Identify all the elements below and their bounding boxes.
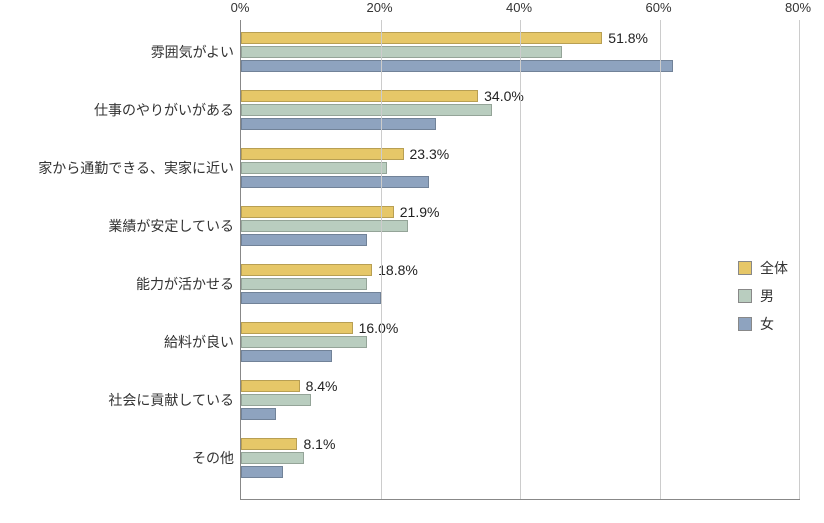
bar-male bbox=[241, 220, 408, 232]
bar-female bbox=[241, 466, 283, 478]
category-label: その他 bbox=[192, 448, 234, 468]
bar-all bbox=[241, 206, 394, 218]
category-label: 家から通勤できる、実家に近い bbox=[38, 158, 234, 178]
data-label: 51.8% bbox=[608, 30, 648, 46]
bar-all bbox=[241, 90, 478, 102]
category-label: 業績が安定している bbox=[108, 216, 234, 236]
bar-male bbox=[241, 452, 304, 464]
x-axis-labels: 0%20%40%60%80% bbox=[240, 0, 800, 20]
legend-item: 女 bbox=[738, 314, 788, 334]
bar-female bbox=[241, 118, 436, 130]
category-label: 仕事のやりがいがある bbox=[94, 100, 234, 120]
x-tick-label: 20% bbox=[366, 0, 392, 15]
x-tick-label: 0% bbox=[231, 0, 250, 15]
legend-swatch bbox=[738, 317, 752, 331]
bar-female bbox=[241, 176, 429, 188]
category-label: 雰囲気がよい bbox=[151, 42, 234, 62]
bar-female bbox=[241, 350, 332, 362]
legend-item: 男 bbox=[738, 286, 788, 306]
bar-all bbox=[241, 380, 300, 392]
gridline bbox=[381, 20, 382, 499]
y-axis-labels: 雰囲気がよい仕事のやりがいがある家から通勤できる、実家に近い業績が安定している能… bbox=[0, 20, 234, 500]
bar-female bbox=[241, 292, 381, 304]
x-tick-label: 80% bbox=[785, 0, 811, 15]
bar-male bbox=[241, 278, 367, 290]
bar-male bbox=[241, 46, 562, 58]
plot-area: 51.8% 34.0% 23.3% 21.9% 18.8% 16.0% 8.4% 8.1% bbox=[240, 20, 800, 500]
bar-female bbox=[241, 234, 367, 246]
x-tick-label: 60% bbox=[645, 0, 671, 15]
bar-male bbox=[241, 336, 367, 348]
category-label: 給料が良い bbox=[164, 332, 234, 352]
legend-label: 全体 bbox=[760, 258, 788, 278]
bar-all bbox=[241, 322, 353, 334]
category-label: 能力が活かせる bbox=[136, 274, 234, 294]
legend-item: 全体 bbox=[738, 258, 788, 278]
data-label: 8.4% bbox=[306, 378, 338, 394]
category-label: 社会に貢献している bbox=[108, 390, 234, 410]
data-label: 23.3% bbox=[410, 146, 450, 162]
gridline bbox=[799, 20, 800, 499]
legend-label: 男 bbox=[760, 286, 774, 306]
x-tick-label: 40% bbox=[506, 0, 532, 15]
bar-female bbox=[241, 408, 276, 420]
chart: 0% 20% 40% 60% 80% 雰囲気がよい仕事のやりがいがある家から通勤できる、… bbox=[0, 0, 824, 523]
legend-label: 女 bbox=[760, 314, 774, 334]
bar-male bbox=[241, 162, 387, 174]
data-label: 21.9% bbox=[400, 204, 440, 220]
legend-swatch bbox=[738, 289, 752, 303]
data-label: 34.0% bbox=[484, 88, 524, 104]
data-label: 8.1% bbox=[303, 436, 335, 452]
gridline bbox=[520, 20, 521, 499]
bar-female bbox=[241, 60, 673, 72]
gridline bbox=[660, 20, 661, 499]
bar-all bbox=[241, 32, 602, 44]
legend: 全体男女 bbox=[738, 250, 788, 342]
legend-swatch bbox=[738, 261, 752, 275]
data-label: 16.0% bbox=[359, 320, 399, 336]
data-label: 18.8% bbox=[378, 262, 418, 278]
bar-all bbox=[241, 148, 404, 160]
bar-male bbox=[241, 394, 311, 406]
bar-all bbox=[241, 264, 372, 276]
bar-all bbox=[241, 438, 297, 450]
bar-male bbox=[241, 104, 492, 116]
